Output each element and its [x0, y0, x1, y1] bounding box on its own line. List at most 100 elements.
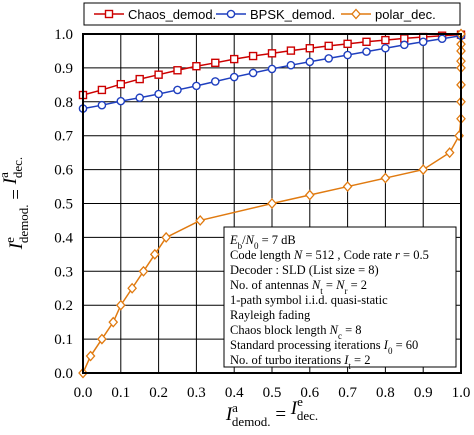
data-point: [305, 44, 314, 53]
data-point: [381, 35, 390, 45]
data-point: [342, 181, 353, 193]
data-point: [161, 231, 172, 243]
data-point: [267, 198, 277, 209]
info-line: 1-path symbol i.i.d. quasi-static: [230, 293, 388, 307]
data-point: [324, 54, 334, 63]
y-tick-label: 0.5: [54, 197, 73, 213]
y-tick-label: 0.3: [54, 264, 73, 280]
data-point: [305, 57, 315, 67]
data-point: [195, 214, 206, 226]
legend: Chaos_demod. BPSK_demod. polar_dec.: [83, 2, 461, 26]
data-point: [229, 72, 239, 82]
data-point: [324, 41, 333, 51]
info-line: Chaos block length Nc = 8: [230, 323, 362, 341]
y-tick-label: 0.6: [54, 163, 73, 179]
info-line: Decoder : SLD (List size = 8): [230, 263, 379, 277]
x-tick-label: 0.6: [300, 385, 319, 401]
y-tick-label: 0.7: [54, 129, 73, 145]
data-point: [343, 50, 352, 60]
data-point: [138, 265, 149, 277]
legend-marker: [104, 9, 114, 19]
legend-label: Chaos_demod.: [128, 7, 216, 22]
x-tick-label: 0.7: [338, 385, 357, 401]
tick-labels: 0.0 0.1 0.2 0.3 0.4 0.5 0.6 0.7 0.8 0.9 1.0 0.0 0.1 0…: [54, 27, 470, 401]
data-point: [116, 96, 126, 106]
data-point: [108, 316, 119, 328]
data-point: [97, 333, 107, 345]
legend-item: Chaos_demod.: [94, 7, 216, 22]
data-point: [286, 60, 296, 70]
legend-label: polar_dec.: [375, 7, 436, 22]
x-tick-label: 0.4: [225, 385, 244, 401]
data-point: [135, 74, 144, 84]
data-point: [135, 93, 144, 103]
x-tick-label: 0.8: [376, 385, 395, 401]
y-tick-label: 0.2: [54, 298, 73, 314]
data-point: [154, 70, 163, 79]
data-point: [210, 77, 220, 86]
y-tick-label: 1.0: [54, 27, 73, 43]
x-tick-label: 0.0: [74, 385, 93, 401]
data-point: [399, 40, 409, 50]
series-chaos-demod: [78, 30, 466, 100]
data-point: [381, 43, 390, 53]
x-tick-label: 1.0: [452, 385, 471, 401]
data-point: [248, 68, 258, 78]
data-point: [267, 49, 277, 58]
y-tick-label: 0.1: [54, 332, 73, 348]
data-point: [85, 350, 96, 362]
info-line: Code length N = 512 , Code rate r = 0.5: [230, 248, 429, 262]
data-point: [343, 39, 352, 49]
data-point: [286, 46, 296, 55]
info-line: No. of turbo iterations It = 2: [230, 353, 370, 371]
data-point: [444, 147, 455, 159]
data-point: [173, 66, 182, 75]
data-point: [97, 85, 107, 95]
data-point: [116, 79, 126, 89]
info-line: Standard processing iterations I0 = 60: [230, 338, 418, 356]
data-point: [211, 58, 220, 68]
legend-item: BPSK_demod.: [216, 7, 335, 22]
x-tick-label: 0.9: [414, 385, 433, 401]
x-tick-label: 0.3: [187, 385, 206, 401]
x-tick-label: 0.5: [263, 385, 282, 401]
y-tick-label: 0.0: [54, 366, 73, 382]
data-point: [304, 189, 315, 201]
data-point: [418, 164, 429, 176]
y-axis-title: Iedemod. = Iadec.: [0, 157, 31, 250]
data-point: [380, 172, 391, 184]
data-point: [229, 54, 239, 64]
data-point: [437, 34, 447, 44]
plot-frame: [82, 33, 462, 374]
data-point: [149, 248, 160, 260]
axis-title-text: Iedemod. = Iadec.: [0, 157, 31, 250]
legend-label: BPSK_demod.: [250, 7, 335, 22]
info-box-frame: [223, 226, 457, 368]
y-tick-label: 0.4: [54, 230, 73, 246]
legend-item: polar_dec.: [341, 7, 436, 22]
data-point: [192, 81, 201, 91]
info-line: Rayleigh fading: [230, 308, 311, 322]
x-axis-title: Ia demod. = Ie dec.: [225, 394, 318, 429]
legend-box: [83, 2, 461, 26]
data-point: [115, 299, 126, 311]
data-point: [362, 37, 371, 46]
y-tick-label: 0.8: [54, 95, 73, 111]
x-tick-label: 0.1: [111, 385, 130, 401]
data-point: [97, 100, 107, 110]
legend-marker: [351, 8, 361, 20]
y-tick-label: 0.9: [54, 61, 73, 77]
data-point: [267, 64, 277, 74]
x-tick-label: 0.2: [149, 385, 168, 401]
data-point: [248, 51, 258, 61]
info-line: No. of antennas Nt = Nr = 2: [230, 278, 367, 296]
data-point: [154, 89, 163, 99]
data-point: [418, 37, 428, 47]
series-bpsk-demod: [78, 31, 466, 113]
data-point: [127, 282, 138, 294]
info-line: Eb/N0 = 7 dB: [229, 233, 296, 251]
axis-title-text: Ia demod. = Ie dec.: [225, 394, 318, 429]
data-point: [173, 85, 182, 95]
